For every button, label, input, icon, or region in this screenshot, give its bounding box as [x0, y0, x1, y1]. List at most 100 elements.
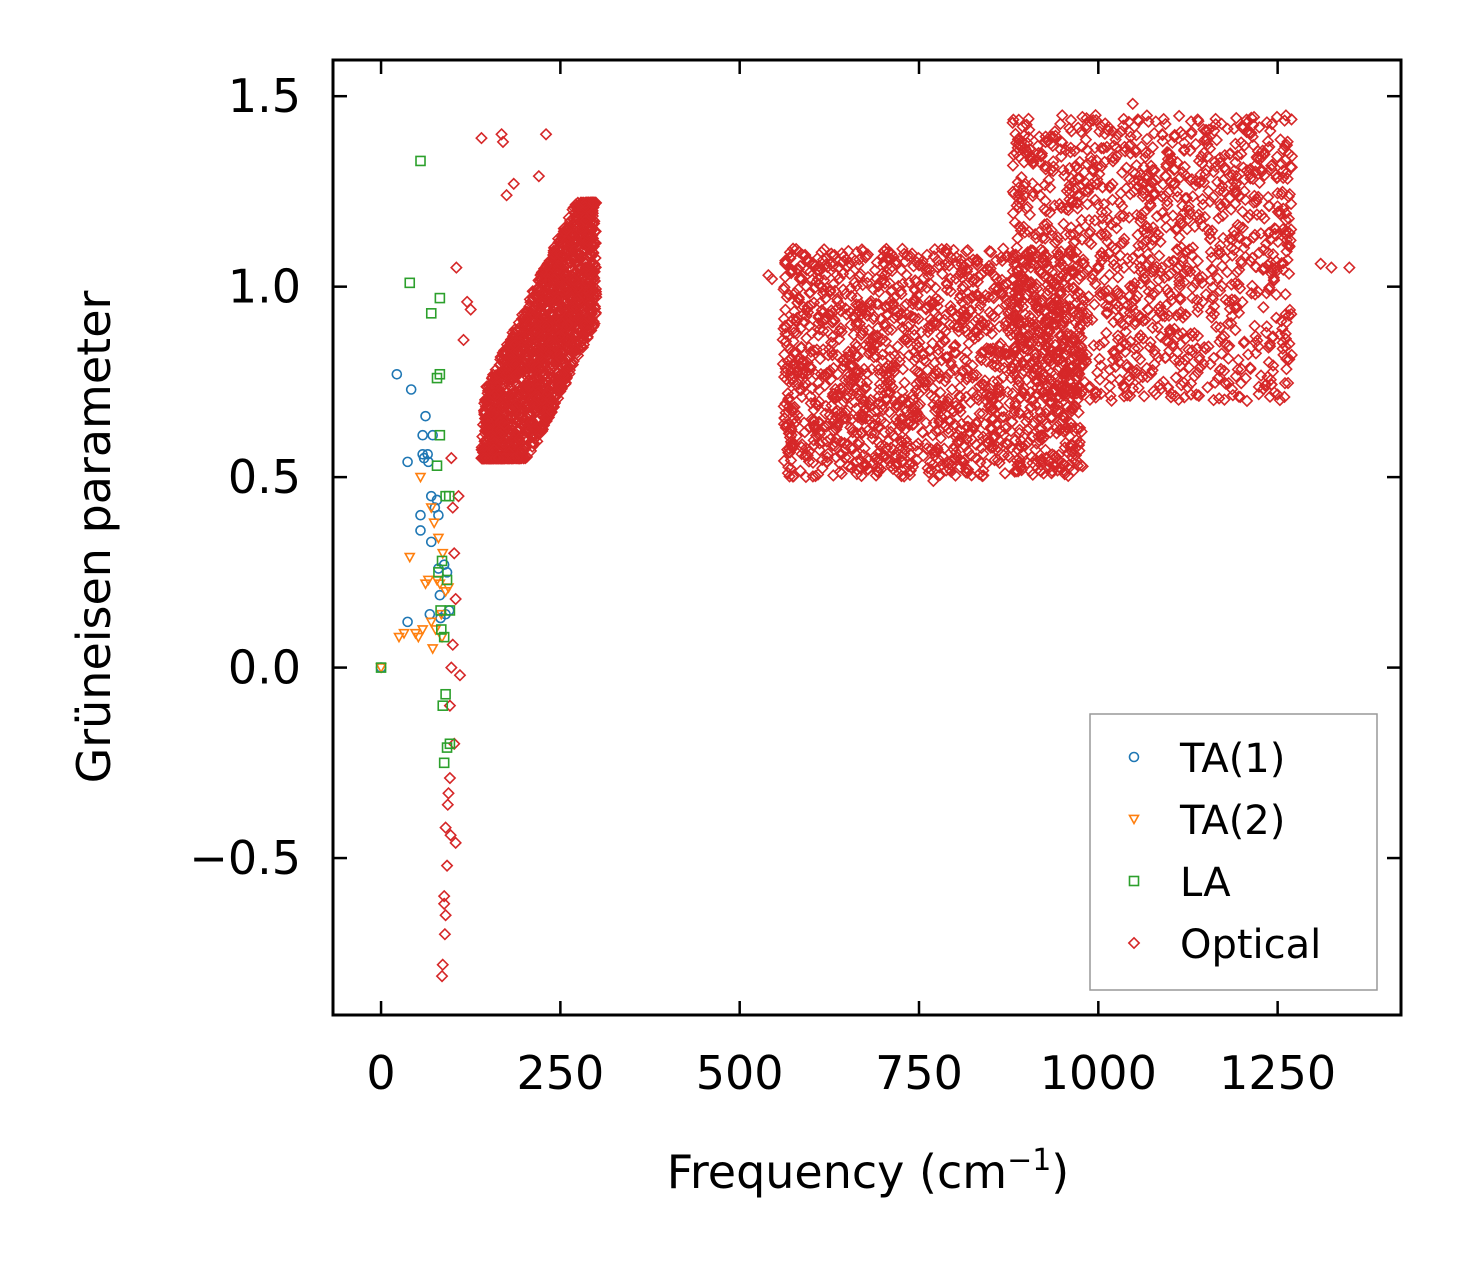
data-point — [1160, 158, 1173, 171]
data-point — [1147, 126, 1161, 140]
data-point — [577, 255, 591, 269]
data-point — [933, 454, 947, 468]
data-point — [927, 370, 941, 384]
data-point — [1042, 173, 1056, 187]
data-point — [475, 131, 488, 145]
data-point — [876, 450, 889, 463]
data-point — [1019, 258, 1033, 271]
data-point — [1124, 147, 1137, 160]
data-point — [559, 279, 573, 292]
data-point — [532, 315, 546, 328]
data-point — [1280, 362, 1293, 376]
data-point — [779, 303, 792, 317]
data-point — [1082, 381, 1095, 394]
data-point — [804, 390, 817, 403]
data-point — [1192, 350, 1206, 364]
data-point — [954, 390, 967, 404]
data-point — [1252, 340, 1265, 353]
data-point — [1279, 227, 1292, 240]
data-point — [550, 289, 564, 303]
data-point — [1064, 145, 1077, 159]
data-point — [1027, 186, 1040, 200]
data-point — [1264, 373, 1278, 387]
data-point — [812, 329, 825, 342]
data-point — [1012, 196, 1026, 209]
data-point — [1158, 351, 1172, 365]
data-point — [1053, 250, 1067, 263]
data-point — [508, 451, 521, 465]
data-point — [1039, 256, 1053, 269]
data-point — [791, 408, 804, 422]
data-point — [840, 308, 853, 321]
data-point — [896, 362, 910, 376]
data-point — [417, 429, 428, 441]
data-point — [1177, 136, 1191, 150]
data-point — [1176, 251, 1190, 265]
data-point — [781, 287, 795, 301]
data-point — [894, 412, 907, 426]
data-point — [843, 360, 856, 373]
data-point — [798, 425, 812, 439]
data-point — [926, 381, 940, 395]
data-point — [1134, 253, 1148, 266]
data-point — [1117, 112, 1130, 126]
data-point — [560, 318, 574, 332]
data-point — [1046, 139, 1060, 153]
data-point — [1058, 441, 1072, 454]
data-point — [1039, 330, 1053, 343]
data-point — [931, 299, 944, 313]
data-point — [1025, 244, 1039, 257]
data-point — [796, 378, 810, 392]
data-point — [821, 325, 835, 338]
data-point — [900, 308, 914, 321]
data-point — [497, 436, 510, 450]
data-point — [1237, 336, 1251, 350]
data-point — [1127, 174, 1141, 188]
data-point — [1007, 292, 1021, 306]
data-point — [970, 253, 984, 267]
data-point — [524, 384, 537, 397]
data-point — [1325, 261, 1338, 274]
data-point — [1282, 147, 1295, 160]
data-point — [1118, 345, 1132, 359]
data-point — [452, 489, 465, 503]
data-point — [1172, 109, 1186, 123]
data-point — [546, 376, 559, 389]
data-point — [426, 644, 439, 655]
data-point — [932, 367, 945, 380]
data-point — [584, 267, 597, 281]
data-point — [398, 628, 410, 640]
data-point — [1114, 186, 1128, 200]
data-point — [1144, 238, 1158, 252]
data-point — [803, 319, 816, 333]
data-point — [801, 448, 814, 462]
data-point — [1009, 251, 1022, 264]
data-point — [1208, 376, 1222, 390]
data-point — [901, 249, 914, 263]
data-point — [813, 437, 826, 450]
data-point — [813, 425, 827, 438]
data-point — [1055, 334, 1069, 347]
data-point — [940, 276, 954, 290]
data-point — [1046, 357, 1059, 371]
data-point — [1051, 304, 1064, 317]
data-point — [1012, 269, 1026, 283]
data-point — [422, 575, 435, 587]
data-point — [586, 305, 599, 318]
data-point — [804, 361, 818, 374]
data-point — [1284, 160, 1297, 174]
data-point — [564, 359, 578, 372]
data-point — [878, 257, 891, 271]
data-point — [1062, 368, 1076, 382]
data-point — [990, 386, 1004, 400]
data-point — [1117, 261, 1131, 274]
data-point — [1277, 256, 1290, 270]
data-point — [854, 267, 867, 281]
data-point — [557, 368, 570, 382]
data-point — [1067, 464, 1081, 477]
data-point — [873, 368, 887, 381]
data-point — [793, 259, 807, 273]
data-point — [1150, 209, 1164, 223]
data-point — [870, 256, 884, 269]
data-point — [445, 661, 458, 674]
